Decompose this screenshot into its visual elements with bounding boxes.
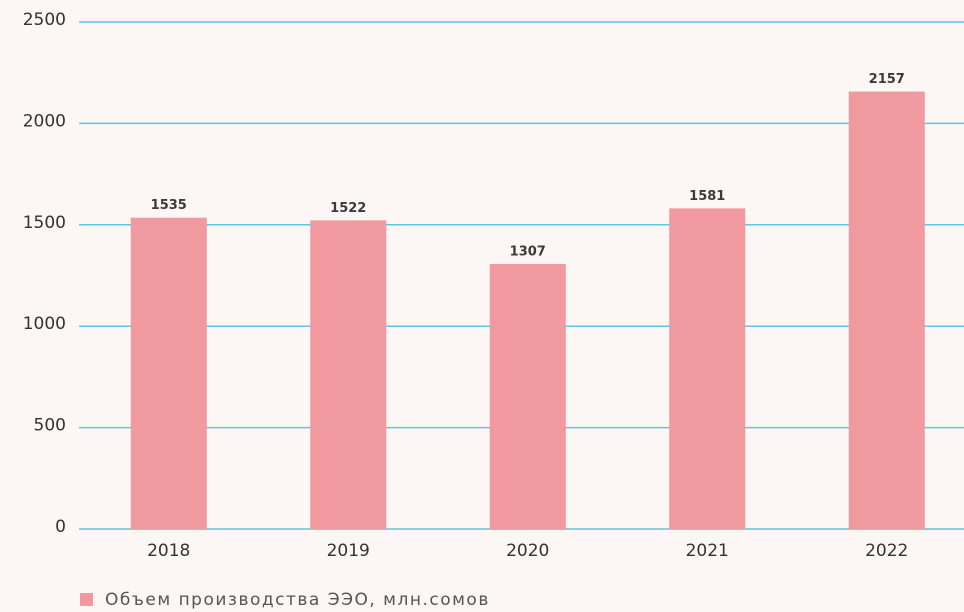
bar <box>489 263 566 529</box>
bar <box>310 220 387 530</box>
legend-swatch <box>80 593 93 606</box>
x-tick-label: 2019 <box>327 541 370 561</box>
value-label: 1535 <box>151 198 187 213</box>
value-label: 1307 <box>510 244 546 259</box>
value-label: 1581 <box>689 189 725 204</box>
y-tick-label: 2500 <box>23 10 66 30</box>
y-tick-label: 1500 <box>23 213 66 233</box>
x-tick-label: 2020 <box>506 541 549 561</box>
legend-label: Объем производства ЭЭО, млн.сомов <box>105 590 490 610</box>
bar <box>848 91 925 530</box>
bar <box>669 208 746 529</box>
y-tick-label: 0 <box>55 517 66 537</box>
value-label: 1522 <box>330 201 366 216</box>
x-tick-label: 2018 <box>147 541 190 561</box>
y-tick-label: 1000 <box>23 314 66 334</box>
x-tick-label: 2022 <box>865 541 908 561</box>
value-label: 2157 <box>869 72 905 87</box>
y-tick-label: 2000 <box>23 111 66 131</box>
x-tick-label: 2021 <box>686 541 729 561</box>
y-tick-label: 500 <box>34 416 66 436</box>
bar <box>130 217 207 529</box>
